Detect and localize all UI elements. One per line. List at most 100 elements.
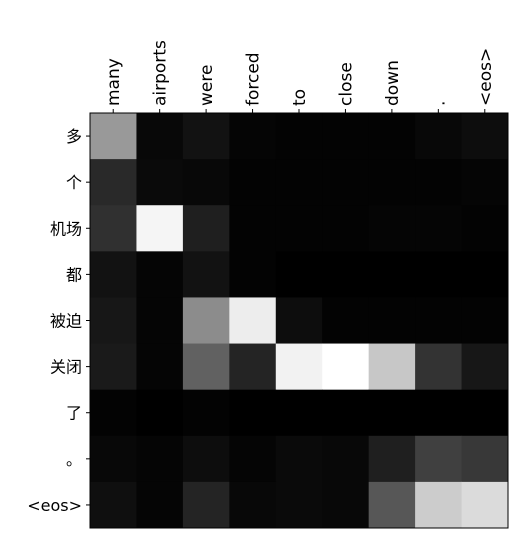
heatmap-cell <box>415 159 463 206</box>
heatmap-cell <box>136 297 184 345</box>
heatmap-cell <box>275 435 323 483</box>
heatmap-cell <box>90 389 137 437</box>
heatmap-cell <box>415 389 463 437</box>
x-tick-label: <eos> <box>476 48 496 106</box>
heatmap-cell <box>136 435 184 483</box>
heatmap-cell <box>415 343 463 391</box>
y-tick-label: 。 <box>66 450 82 469</box>
heatmap-cell <box>461 113 509 160</box>
x-tick-marks <box>112 109 486 113</box>
heatmap-cell <box>229 343 277 391</box>
heatmap-cell <box>90 251 137 298</box>
heatmap-cell <box>136 205 184 252</box>
heatmap-cell <box>90 113 137 160</box>
heatmap-cell <box>229 159 277 206</box>
heatmap-cell <box>90 435 137 483</box>
heatmap-cell <box>368 435 416 483</box>
heatmap-cell <box>182 113 230 160</box>
heatmap-cell <box>182 435 230 483</box>
y-tick-label: <eos> <box>27 496 82 515</box>
y-tick-label: 多 <box>66 127 82 146</box>
heatmap-cell <box>415 435 463 483</box>
heatmap-cell <box>275 297 323 345</box>
heatmap-cell <box>368 481 416 529</box>
heatmap-cell <box>182 251 230 298</box>
heatmap-cell <box>229 389 277 437</box>
heatmap-cell <box>461 251 509 298</box>
heatmap-cell <box>461 297 509 345</box>
y-tick-label: 机场 <box>50 219 82 238</box>
heatmap-cell <box>136 251 184 298</box>
x-tick-label: to <box>290 89 310 106</box>
heatmap-cell <box>275 343 323 391</box>
heatmap-cell <box>368 205 416 252</box>
heatmap-cell <box>322 343 370 391</box>
heatmap-cell <box>461 205 509 252</box>
y-tick-label: 被迫 <box>50 312 82 331</box>
heatmap-cell <box>229 297 277 345</box>
heatmap-cell <box>136 481 184 529</box>
heatmap-cell <box>90 205 137 252</box>
x-tick-label: . <box>429 101 449 106</box>
x-tick-labels: many airports were forced to close down. <eos> <box>104 40 496 106</box>
heatmap-cell <box>136 389 184 437</box>
heatmap-cell <box>90 481 137 529</box>
heatmap-cell <box>275 389 323 437</box>
heatmap-cell <box>182 205 230 252</box>
heatmap-cell <box>229 113 277 160</box>
y-tick-label: 了 <box>66 404 82 423</box>
heatmap-cell <box>415 251 463 298</box>
heatmap-cell <box>322 297 370 345</box>
heatmap-cell <box>275 113 323 160</box>
heatmap-cell <box>136 159 184 206</box>
heatmap-cell <box>415 113 463 160</box>
y-tick-marks <box>86 135 90 506</box>
x-tick-label: were <box>197 65 217 106</box>
heatmap-cell <box>322 389 370 437</box>
heatmap-cell <box>322 435 370 483</box>
heatmap-cell <box>461 389 509 437</box>
heatmap-cell <box>182 481 230 529</box>
heatmap-cell <box>368 389 416 437</box>
heatmap-cell <box>461 481 509 529</box>
heatmap-cell <box>368 343 416 391</box>
heatmap-cell <box>182 159 230 206</box>
x-tick-label: airports <box>151 40 171 106</box>
heatmap-cell <box>461 159 509 206</box>
heatmap-cell <box>368 159 416 206</box>
heatmap-cell <box>275 251 323 298</box>
heatmap-cells <box>90 113 509 529</box>
heatmap-cell <box>322 481 370 529</box>
heatmap-cell <box>322 113 370 160</box>
heatmap-cell <box>368 251 416 298</box>
y-tick-label: 关闭 <box>50 358 82 377</box>
heatmap-cell <box>229 205 277 252</box>
heatmap-cell <box>90 297 137 345</box>
heatmap-cell <box>275 481 323 529</box>
heatmap-cell <box>322 251 370 298</box>
x-tick-label: down <box>383 60 403 106</box>
heatmap-cell <box>275 205 323 252</box>
heatmap-cell <box>182 343 230 391</box>
heatmap-cell <box>461 343 509 391</box>
heatmap-cell <box>136 113 184 160</box>
heatmap-cell <box>229 481 277 529</box>
heatmap-cell <box>368 297 416 345</box>
heatmap-cell <box>229 251 277 298</box>
heatmap-cell <box>275 159 323 206</box>
heatmap-cell <box>368 113 416 160</box>
heatmap-cell <box>322 159 370 206</box>
heatmap-cell <box>90 343 137 391</box>
heatmap-cell <box>182 297 230 345</box>
y-tick-label: 个 <box>66 173 82 192</box>
heatmap-cell <box>415 297 463 345</box>
heatmap-cell <box>182 389 230 437</box>
y-tick-label: 都 <box>66 265 82 284</box>
heatmap-cell <box>90 159 137 206</box>
x-tick-label: forced <box>244 52 264 106</box>
heatmap-cell <box>461 435 509 483</box>
x-tick-label: many <box>104 58 124 106</box>
heatmap-cell <box>136 343 184 391</box>
